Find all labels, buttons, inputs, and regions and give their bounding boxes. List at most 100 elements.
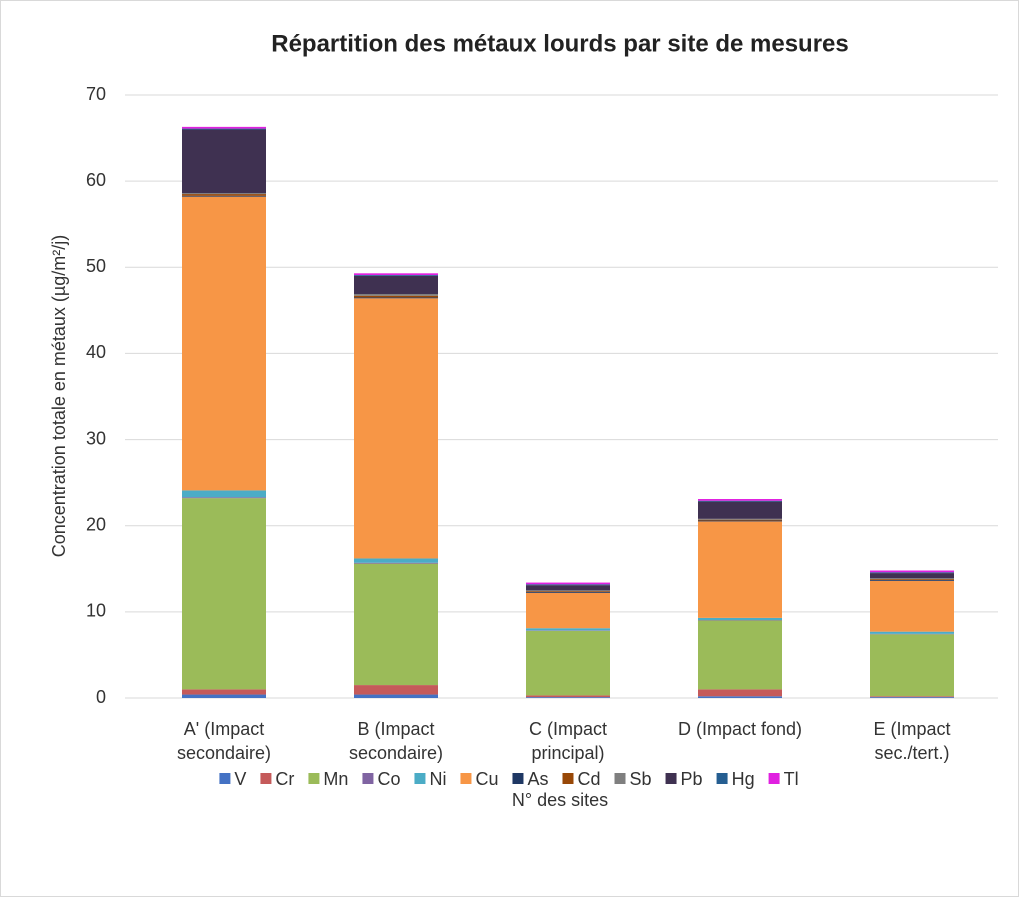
legend-swatch	[614, 773, 626, 784]
x-axis-title: N° des sites	[512, 790, 608, 810]
bar-segment	[870, 570, 954, 573]
x-tick-label: B (Impact secondaire)	[349, 719, 443, 763]
bar-segment	[182, 497, 266, 499]
bar-segment	[870, 579, 954, 580]
bar-segment	[698, 500, 782, 502]
bar-segment	[354, 293, 438, 296]
bar-segment	[354, 297, 438, 299]
legend-swatch	[716, 773, 728, 784]
legend-label: Pb	[681, 769, 703, 789]
bar-segment	[182, 194, 266, 196]
bar-segment	[698, 519, 782, 521]
bar-segment	[698, 518, 782, 520]
legend-label: Hg	[732, 769, 755, 789]
bar-segment	[182, 128, 266, 130]
chart-title: Répartition des métaux lourds par site d…	[271, 30, 849, 57]
bar-segment	[526, 628, 610, 631]
bar-segment	[182, 196, 266, 491]
legend-label: Mn	[323, 769, 348, 789]
legend-label: Cd	[577, 769, 600, 789]
legend-label: Sb	[630, 769, 652, 789]
bar-segment	[698, 520, 782, 522]
bar-segment	[354, 685, 438, 695]
bar-segment	[526, 591, 610, 593]
x-tick-label: E (Impact sec./tert.)	[873, 719, 950, 763]
legend-swatch	[219, 773, 231, 784]
y-tick-label: 60	[86, 170, 106, 190]
y-tick-label: 30	[86, 428, 106, 448]
bar-segment	[182, 193, 266, 195]
legend-label: As	[527, 769, 548, 789]
bar-segment	[870, 580, 954, 632]
bar-segment	[698, 617, 782, 621]
legend-label: Tl	[784, 769, 799, 789]
bar-segment	[870, 573, 954, 579]
x-tick-label: A' (Impact secondaire)	[177, 719, 271, 763]
bar-segment	[182, 490, 266, 498]
y-tick-label: 10	[86, 601, 106, 621]
legend-label: Cr	[275, 769, 294, 789]
legend-swatch	[562, 773, 574, 784]
legend-swatch	[362, 773, 374, 784]
bar-segment	[698, 499, 782, 501]
bar-segment	[698, 620, 782, 690]
bar-segment	[526, 697, 610, 698]
legend-label: Cu	[475, 769, 498, 789]
bar-segment	[698, 689, 782, 697]
y-axis-title: Concentration totale en métaux (µg/m²/j)	[49, 235, 69, 558]
bar-segment	[526, 585, 610, 591]
bar-segment	[870, 634, 954, 697]
legend-label: V	[234, 769, 246, 789]
bar-segment	[698, 521, 782, 618]
bar-segment	[354, 562, 438, 564]
bar-segment	[526, 592, 610, 629]
bar-segment	[354, 694, 438, 698]
bar-segment	[182, 689, 266, 695]
legend-swatch	[460, 773, 472, 784]
legend-swatch	[260, 773, 272, 784]
bar-segment	[526, 590, 610, 592]
bar-segment	[526, 584, 610, 586]
bar-segment	[354, 275, 438, 276]
y-tick-label: 40	[86, 342, 106, 362]
legend-label: Co	[377, 769, 400, 789]
bar-segment	[526, 592, 610, 593]
bar-segment	[870, 572, 954, 574]
bar-segment	[182, 498, 266, 690]
bar-segment	[698, 501, 782, 519]
legend-swatch	[768, 773, 780, 784]
bar-segment	[182, 129, 266, 194]
y-tick-label: 0	[96, 687, 106, 707]
bar-segment	[698, 696, 782, 698]
bar-segment	[354, 275, 438, 294]
legend-swatch	[308, 773, 320, 784]
bar-segment	[354, 563, 438, 686]
bar-segment	[870, 579, 954, 581]
bar-segment	[182, 694, 266, 698]
legend-swatch	[512, 773, 524, 784]
bar-segment	[354, 295, 438, 298]
bar-segment	[354, 298, 438, 559]
bar-segment	[354, 558, 438, 563]
legend-swatch	[414, 773, 426, 784]
bar-segment	[870, 696, 954, 698]
legend-swatch	[665, 773, 677, 784]
y-tick-label: 70	[86, 84, 106, 104]
x-tick-label: C (Impact principal)	[529, 719, 607, 763]
y-tick-label: 50	[86, 256, 106, 276]
bar-segment	[526, 582, 610, 585]
legend-label: Ni	[429, 769, 446, 789]
bar-segment	[354, 273, 438, 276]
bar-segment	[526, 630, 610, 696]
bar-segment	[182, 195, 266, 197]
bar-segment	[870, 578, 954, 580]
x-tick-label: D (Impact fond)	[678, 719, 802, 739]
legend: V Cr Mn Co Ni Cu As Cd Sb Pb Hg Tl	[219, 769, 799, 789]
bar-segment	[182, 126, 266, 129]
bar-segment	[526, 695, 610, 698]
bar-segment	[870, 697, 954, 698]
bar-segment	[870, 631, 954, 634]
y-tick-label: 20	[86, 514, 106, 534]
